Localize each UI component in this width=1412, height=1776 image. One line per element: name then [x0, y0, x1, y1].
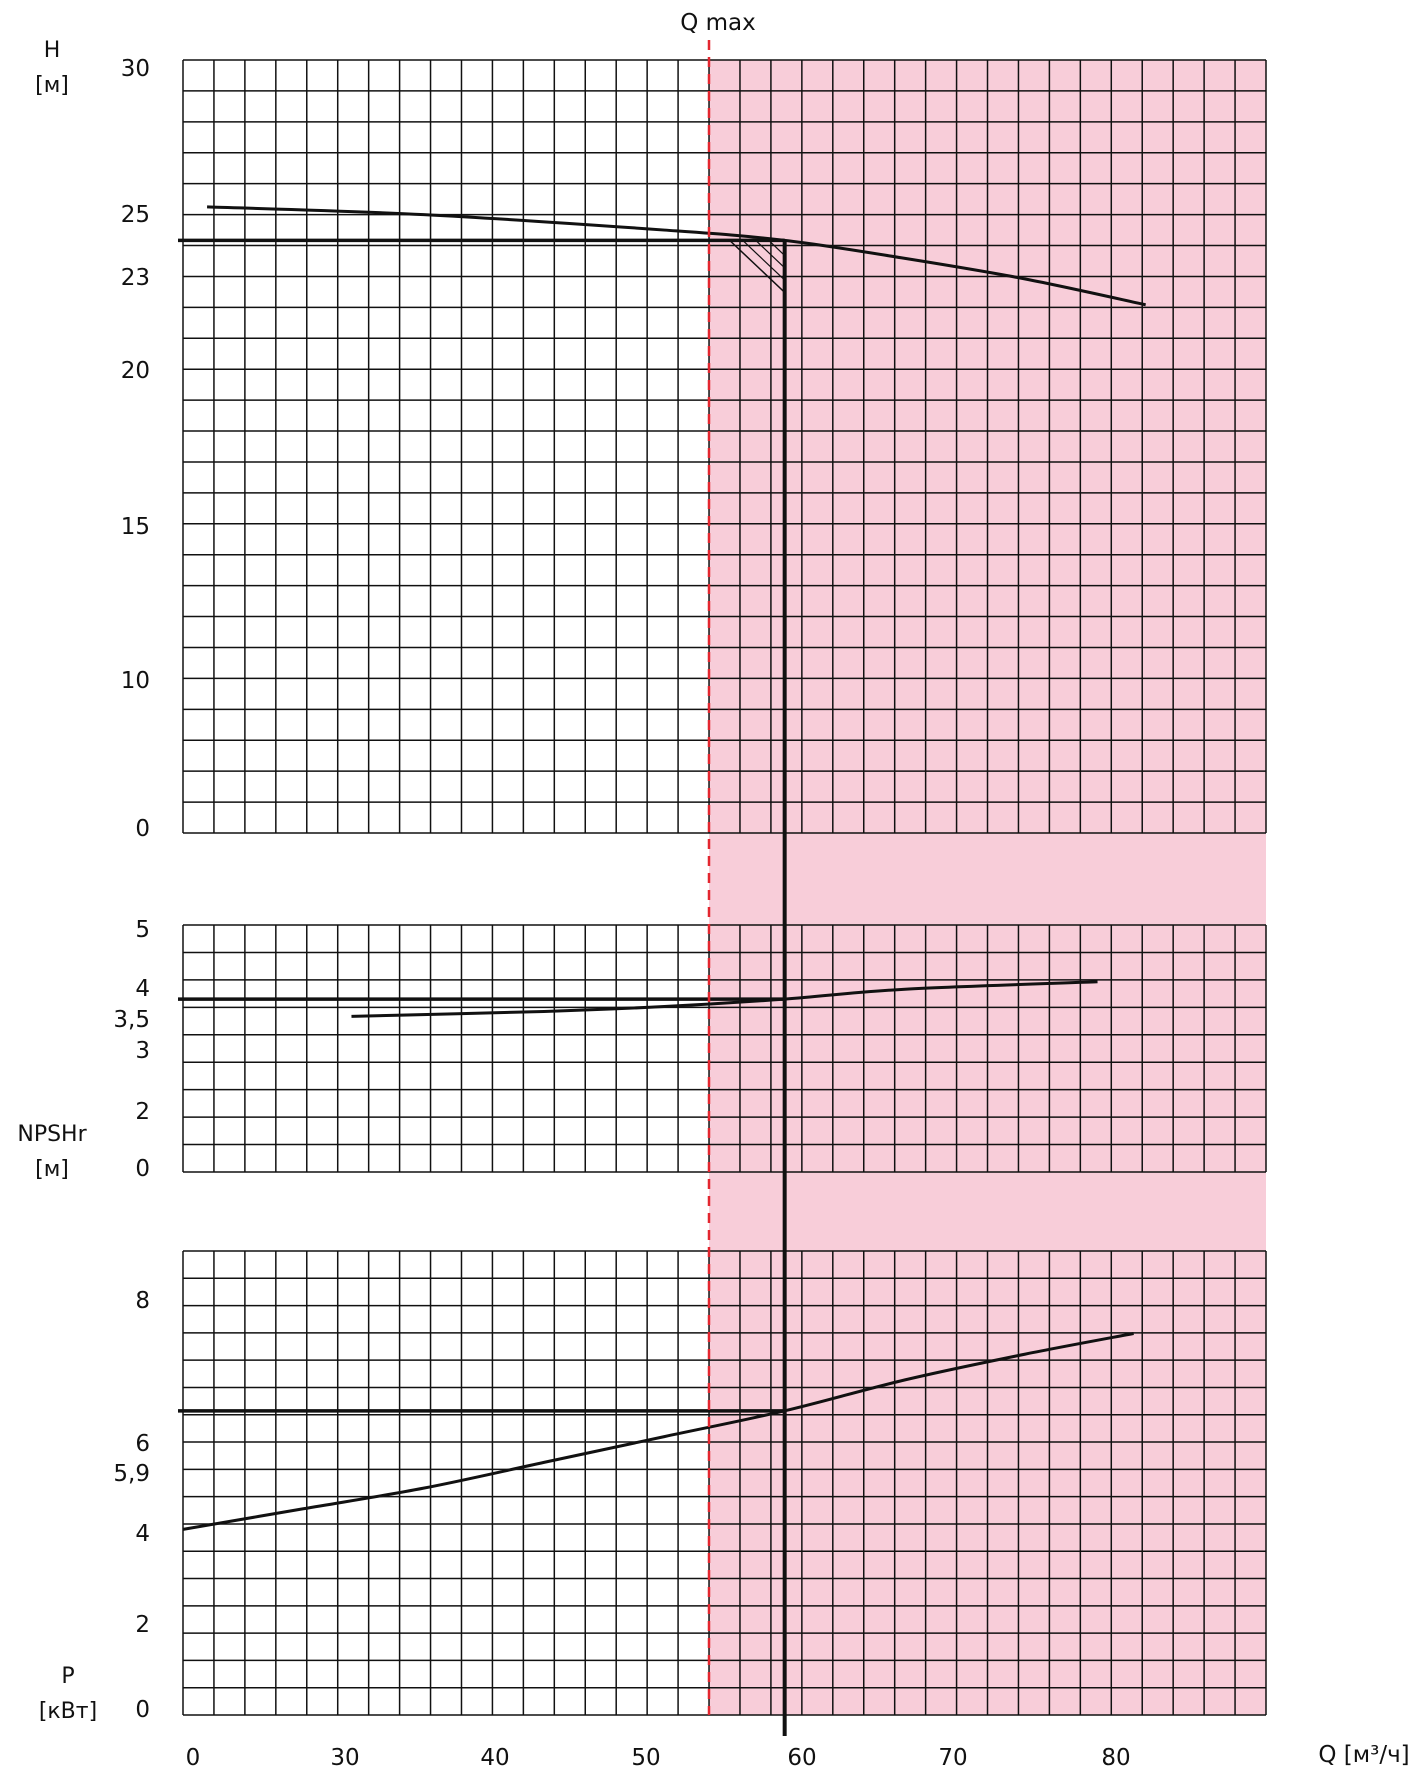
x-axis-label: Q [м³/ч]: [1318, 1742, 1409, 1768]
head-tick-label: 10: [121, 668, 150, 694]
power-tick-label: 8: [135, 1288, 150, 1314]
head-tick-label: 20: [121, 358, 150, 384]
labels: 3025232015100H[м]543,5320NPSHr[м]865,942…: [17, 38, 1130, 1771]
curves: [182, 205, 1146, 1531]
operating-point-lines: [178, 40, 787, 1736]
head-tick-label: 23: [121, 265, 150, 291]
npshr-tick-label: 5: [135, 917, 150, 943]
power-axis-label: [кВт]: [39, 1699, 97, 1724]
tolerance-hatch-line: [768, 239, 786, 256]
x-tick-label: 60: [787, 1745, 816, 1771]
npshr-tick-label: 2: [135, 1099, 150, 1125]
head-tick-label: 15: [121, 514, 150, 540]
npshr-tick-label: 4: [135, 976, 150, 1002]
power-tick-label: 5,9: [113, 1461, 150, 1487]
tolerance-hatch-outline: [727, 239, 786, 295]
power-tick-label: 6: [135, 1431, 150, 1457]
tolerance-hatch-line: [755, 239, 786, 269]
npshr-tick-label: 3: [135, 1038, 150, 1064]
grid: [182, 59, 1267, 1716]
head-axis-label: H: [44, 38, 61, 63]
npshr-curve: [351, 980, 1098, 1018]
npshr-tick-label: 0: [135, 1156, 150, 1182]
power-tick-label: 0: [135, 1697, 150, 1723]
x-tick-label: 30: [330, 1745, 359, 1771]
npshr-axis-label: [м]: [35, 1157, 69, 1182]
power-axis-label: P: [61, 1664, 74, 1689]
x-tick-label: 50: [631, 1745, 660, 1771]
head-tick-label: 25: [121, 202, 150, 228]
head-curve: [207, 205, 1146, 307]
tolerance-hatch-line: [742, 239, 786, 281]
head-tick-label: 30: [121, 56, 150, 82]
x-tick-label: 0: [186, 1745, 201, 1771]
power-tick-label: 2: [135, 1612, 150, 1638]
x-tick-label: 70: [938, 1745, 967, 1771]
head-axis-label: [м]: [35, 73, 69, 98]
npshr-axis-label: NPSHr: [17, 1122, 87, 1147]
head-tick-label: 0: [135, 816, 150, 842]
qmax-label: Q max: [680, 10, 756, 36]
x-tick-label: 80: [1101, 1745, 1130, 1771]
x-tick-label: 40: [480, 1745, 509, 1771]
power-tick-label: 4: [135, 1521, 150, 1547]
power-curve: [182, 1332, 1134, 1531]
npshr-tick-label: 3,5: [113, 1007, 150, 1033]
